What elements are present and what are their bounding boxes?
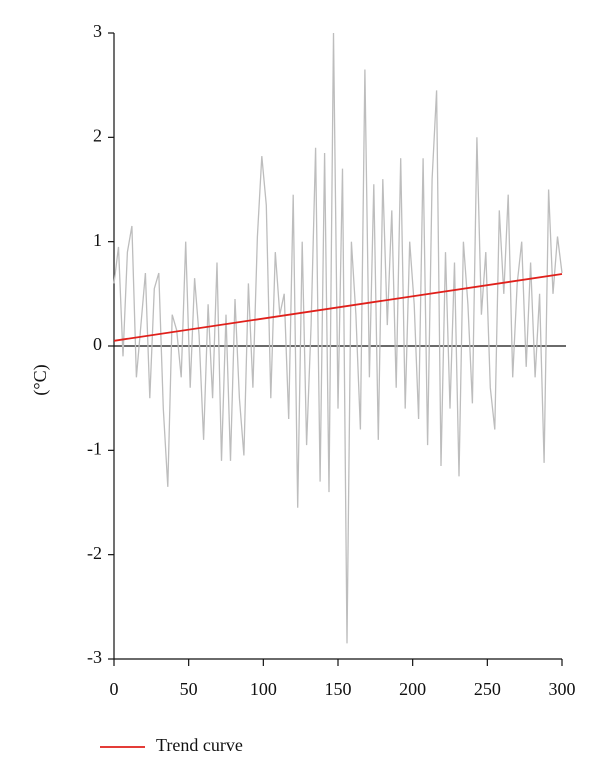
y-axis-label: (°C): [30, 364, 51, 395]
x-tick-label: 150: [325, 679, 352, 699]
y-tick-label: 0: [93, 334, 102, 354]
y-tick-label: -1: [87, 438, 102, 458]
series-line: [113, 273, 563, 342]
x-tick-label: 100: [250, 679, 277, 699]
y-tick-label: 2: [93, 125, 102, 145]
series-line: [113, 32, 563, 644]
x-tick-label: 200: [399, 679, 426, 699]
x-tick-label: 250: [474, 679, 501, 699]
y-tick-label: -2: [87, 543, 102, 563]
legend-label: Trend curve: [156, 735, 243, 755]
y-tick-label: 1: [93, 230, 102, 250]
y-tick-label: 3: [93, 21, 102, 41]
x-tick-label: 0: [110, 679, 119, 699]
y-tick-label: -3: [87, 647, 102, 667]
x-tick-label: 300: [549, 679, 576, 699]
x-tick-label: 50: [180, 679, 198, 699]
